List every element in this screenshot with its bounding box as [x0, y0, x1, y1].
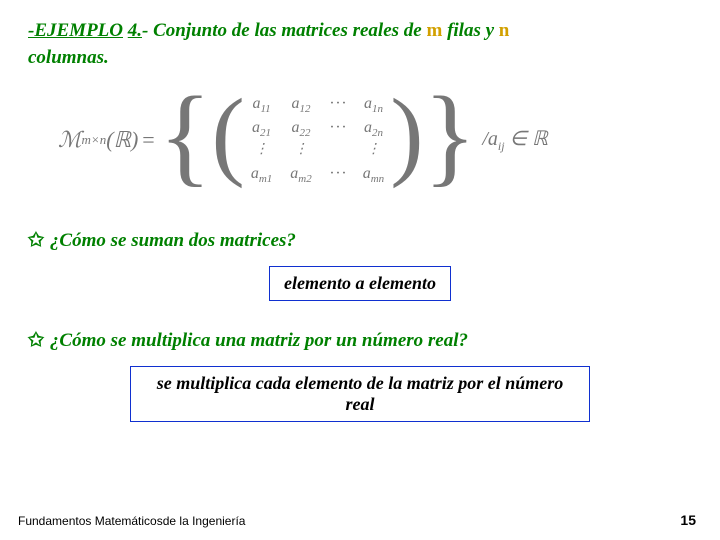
cell-mn: amn: [363, 165, 384, 185]
vdots-blank: [330, 143, 345, 161]
right-paren: ): [390, 91, 423, 176]
star-icon: ✩: [28, 330, 44, 351]
heading-number: 4.: [128, 20, 142, 41]
slide-heading: -EJEMPLO 4.- Conjunto de las matrices re…: [28, 18, 692, 71]
heading-n: n: [499, 20, 510, 41]
question-1: ✩ ¿Cómo se suman dos matrices?: [28, 229, 692, 252]
heading-ejemplo: -EJEMPLO: [28, 20, 123, 41]
vdots-1: ⋮: [251, 143, 272, 161]
page-number: 15: [680, 512, 696, 528]
question-1-text: ¿Cómo se suman dos matrices?: [50, 230, 296, 251]
heading-dash: -: [142, 20, 148, 41]
vdots-4: ⋮: [363, 143, 384, 161]
matrix-subscript: m×n: [82, 132, 107, 148]
heading-text-1: Conjunto de las matrices reales de: [153, 20, 422, 41]
answer-2-box: se multiplica cada elemento de la matriz…: [130, 366, 590, 422]
cell-21: a21: [251, 119, 272, 139]
left-brace: {: [159, 89, 212, 183]
star-icon: ✩: [28, 230, 44, 251]
matrix-reals: (ℝ): [106, 127, 138, 153]
cell-mdots: · · ·: [330, 165, 345, 185]
equals-sign: =: [142, 127, 154, 153]
left-paren: (: [212, 91, 245, 176]
cell-m1: am1: [251, 165, 272, 185]
question-2-text: ¿Cómo se multiplica una matriz por un nú…: [50, 330, 468, 351]
cell-2dots: · · ·: [330, 119, 345, 139]
cell-12: a12: [290, 95, 311, 115]
right-brace: }: [424, 89, 477, 183]
cell-2n: a2n: [363, 119, 384, 139]
heading-m: m: [426, 20, 442, 41]
cell-11: a11: [251, 95, 272, 115]
question-2: ✩ ¿Cómo se multiplica una matriz por un n…: [28, 329, 692, 352]
vdots-2: ⋮: [290, 143, 311, 161]
footer-text: Fundamentos Matemáticosde la Ingeniería: [18, 514, 245, 528]
answer-1-box: elemento a elemento: [269, 266, 451, 301]
matrix-equation: ℳm×n(ℝ) = { ( a11 a12 · · · a1n a21 a22 …: [58, 93, 692, 187]
cell-1dots: · · ·: [330, 95, 345, 115]
cell-22: a22: [290, 119, 311, 139]
matrix-condition: /aij ∈ ℝ: [482, 126, 548, 154]
matrix-grid: a11 a12 · · · a1n a21 a22 · · · a2n ⋮ ⋮ …: [251, 95, 384, 186]
cell-m2: am2: [290, 165, 311, 185]
heading-text-3: columnas.: [28, 47, 109, 68]
cell-1n: a1n: [363, 95, 384, 115]
heading-text-2: filas y: [447, 20, 494, 41]
matrix-symbol: ℳ: [58, 127, 82, 153]
